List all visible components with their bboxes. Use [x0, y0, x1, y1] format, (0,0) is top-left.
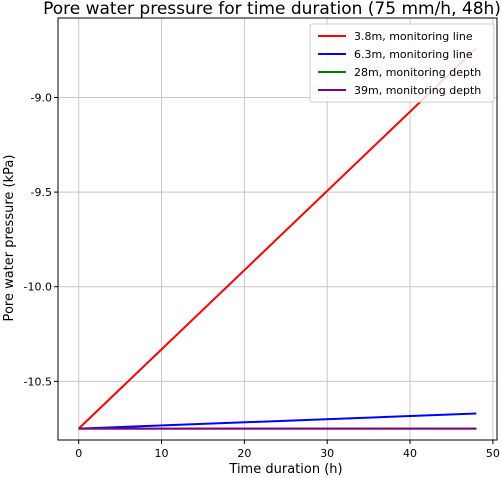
legend-label: 28m, monitoring depth — [354, 66, 481, 79]
x-tick-label: 10 — [155, 447, 169, 460]
y-tick-label: -9.0 — [31, 91, 52, 104]
y-tick-label: -10.0 — [24, 281, 52, 294]
legend-label: 39m, monitoring depth — [354, 84, 481, 97]
x-axis-label: Time duration (h) — [228, 462, 342, 477]
x-tick-label: 50 — [486, 447, 500, 460]
legend: 3.8m, monitoring line 6.3m, monitoring li… — [309, 23, 495, 103]
y-tick-label: -9.5 — [31, 186, 52, 199]
series-line-2 — [78, 412, 477, 430]
x-tick-label: 40 — [403, 447, 417, 460]
x-tick-label: 0 — [75, 447, 82, 460]
legend-label: 6.3m, monitoring line — [354, 48, 473, 61]
legend-box — [309, 23, 495, 103]
series-layer — [78, 47, 477, 430]
y-axis-label: Pore water pressure (kPa) — [2, 155, 17, 322]
axis-ticks: 0 10 20 30 40 50 -10.5 -10.0 -9.5 -9.0 — [24, 91, 500, 460]
series-line-1 — [78, 47, 477, 430]
y-tick-label: -10.5 — [24, 375, 52, 388]
plot-area-frame — [57, 17, 498, 441]
x-tick-label: 30 — [320, 447, 334, 460]
x-tick-label: 20 — [237, 447, 251, 460]
chart-title: Pore water pressure for time duration (7… — [43, 0, 501, 19]
legend-label: 3.8m, monitoring line — [354, 30, 473, 43]
